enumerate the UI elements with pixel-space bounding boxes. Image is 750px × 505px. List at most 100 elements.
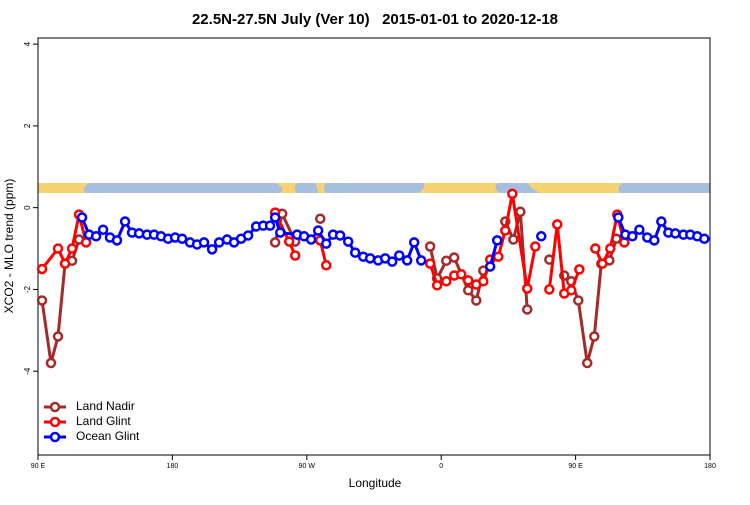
point [408, 237, 420, 248]
point [320, 238, 332, 249]
point [670, 228, 681, 239]
point [269, 237, 281, 248]
y-tick-label: 4 [23, 41, 32, 46]
point [634, 224, 645, 235]
point [627, 231, 638, 242]
legend-label: Land Glint [76, 414, 131, 428]
point [119, 216, 131, 227]
point [530, 241, 541, 252]
point [478, 276, 489, 287]
point [59, 258, 71, 269]
x-tick-label: 90 E [568, 463, 583, 470]
point [573, 295, 584, 306]
point [97, 224, 109, 235]
point [462, 284, 474, 296]
point [699, 233, 710, 244]
point [431, 280, 443, 291]
y-tick-label: 2 [23, 123, 32, 128]
point [515, 206, 526, 217]
point [544, 284, 555, 295]
x-tick-label: 180 [704, 463, 716, 470]
point [133, 228, 145, 239]
point [613, 212, 624, 223]
point [334, 230, 346, 241]
point [176, 233, 188, 244]
point [521, 283, 533, 294]
point [289, 250, 301, 261]
point [342, 236, 354, 247]
point [401, 255, 413, 266]
land-band [38, 183, 90, 193]
point [45, 357, 57, 369]
point [269, 212, 281, 223]
point [500, 225, 511, 236]
point [589, 331, 600, 342]
legend-marker [49, 401, 61, 413]
point [386, 256, 398, 267]
point [364, 253, 376, 264]
point [656, 216, 667, 227]
point [507, 188, 518, 200]
point [492, 251, 504, 262]
x-tick-label: 90 E [31, 463, 46, 470]
y-tick-label: 0 [23, 205, 32, 210]
point [36, 295, 48, 306]
chart-title: 22.5N-27.5N July (Ver 10) 2015-01-01 to … [192, 11, 558, 28]
point [52, 243, 64, 254]
point [508, 234, 519, 245]
point [206, 244, 218, 255]
point [455, 269, 467, 280]
point [415, 255, 427, 266]
legend-label: Land Nadir [76, 399, 135, 413]
point [581, 357, 593, 369]
point [536, 231, 547, 242]
point [242, 230, 254, 241]
surface-mask-band [38, 183, 710, 193]
point [90, 231, 102, 242]
point [283, 236, 295, 247]
legend-marker [49, 416, 61, 428]
point [604, 243, 616, 254]
point [349, 247, 361, 258]
legend-marker [49, 431, 61, 443]
plot-frame [37, 37, 711, 456]
point [312, 225, 324, 236]
y-tick-label: -2 [23, 285, 32, 293]
y-tick-label: -4 [23, 367, 32, 375]
point [441, 276, 452, 287]
point [597, 258, 608, 269]
land-band [276, 183, 298, 193]
point [264, 220, 276, 231]
legend-label: Ocean Glint [76, 429, 140, 443]
point [566, 284, 577, 296]
x-tick-label: 90 W [299, 463, 316, 470]
point [551, 219, 563, 230]
point [198, 237, 210, 248]
point [52, 331, 64, 342]
x-axis-label: Longitude [349, 476, 402, 490]
x-tick-label: 0 [439, 463, 443, 470]
point [462, 275, 474, 286]
point [66, 243, 78, 254]
point [471, 295, 482, 306]
point [590, 243, 601, 254]
point [574, 264, 585, 275]
point [274, 227, 286, 238]
ocean-band [38, 183, 710, 193]
land-band [316, 183, 326, 193]
point [424, 241, 436, 252]
point [424, 258, 436, 269]
point [448, 252, 460, 263]
land-band [528, 183, 622, 193]
point [314, 213, 326, 224]
point [320, 260, 332, 271]
x-tick-label: 180 [167, 463, 179, 470]
point [111, 235, 123, 246]
land-band [418, 183, 500, 193]
y-axis-label: XCO2 - MLO trend (ppm) [2, 179, 16, 314]
point [36, 263, 48, 275]
point [484, 261, 496, 272]
point [491, 235, 503, 246]
point [393, 250, 405, 261]
